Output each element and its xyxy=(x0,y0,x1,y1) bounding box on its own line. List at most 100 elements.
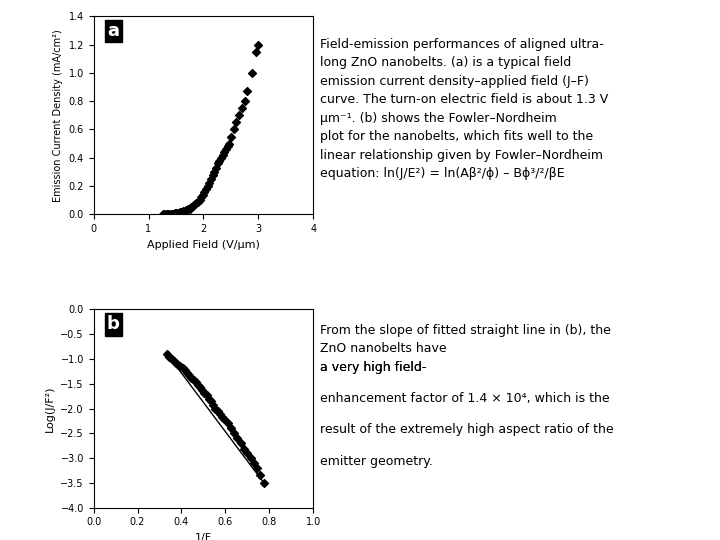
Point xyxy=(242,87,253,96)
Point xyxy=(203,394,215,403)
Point xyxy=(186,374,197,382)
Text: b: b xyxy=(107,315,120,333)
Point xyxy=(161,210,172,219)
Point xyxy=(177,207,189,215)
Point xyxy=(205,397,217,406)
Point xyxy=(172,208,184,217)
Point xyxy=(242,449,253,457)
Point xyxy=(225,424,237,433)
Point xyxy=(170,359,181,367)
Point xyxy=(212,407,223,415)
Point xyxy=(184,204,195,213)
Point xyxy=(212,159,223,168)
Point xyxy=(182,205,194,214)
Point xyxy=(251,48,262,56)
Point xyxy=(255,471,266,480)
Point xyxy=(210,163,222,172)
Point xyxy=(194,383,206,391)
Point xyxy=(181,206,192,214)
Point xyxy=(168,210,179,218)
Text: result of the extremely high aspect ratio of the: result of the extremely high aspect rati… xyxy=(320,423,614,436)
Text: emitter geometry.: emitter geometry. xyxy=(320,455,433,468)
Point xyxy=(223,139,235,148)
Text: a: a xyxy=(107,22,120,40)
Point xyxy=(207,400,219,409)
Point xyxy=(225,132,237,141)
Point xyxy=(238,445,250,454)
Point xyxy=(163,352,175,361)
Point xyxy=(258,478,269,487)
Point xyxy=(194,196,205,205)
Point xyxy=(210,404,221,413)
Point xyxy=(232,434,243,443)
Point xyxy=(166,210,177,219)
Point xyxy=(197,386,208,394)
Point xyxy=(200,185,212,193)
Text: a very high field-: a very high field- xyxy=(320,361,427,374)
Point xyxy=(164,210,176,219)
Point xyxy=(214,410,225,419)
Point xyxy=(233,111,245,119)
Point xyxy=(236,104,248,112)
Point xyxy=(218,148,230,157)
Point xyxy=(228,125,239,134)
Point xyxy=(217,151,228,159)
Point xyxy=(168,357,179,366)
Point xyxy=(191,199,202,207)
Point xyxy=(209,167,220,176)
Point xyxy=(179,206,191,215)
Point xyxy=(163,210,174,219)
Point xyxy=(158,210,169,219)
Point xyxy=(186,203,197,212)
Point xyxy=(235,439,246,448)
Point xyxy=(166,355,177,363)
Y-axis label: Emission Current Density (mA/cm²): Emission Current Density (mA/cm²) xyxy=(53,29,63,201)
Point xyxy=(218,415,230,424)
Y-axis label: Log(J/F²): Log(J/F²) xyxy=(45,385,55,432)
Point xyxy=(239,97,251,105)
Point xyxy=(159,210,171,219)
Point xyxy=(190,378,202,387)
Point xyxy=(214,156,225,165)
Point xyxy=(251,464,263,472)
Text: From the slope of fitted straight line in (b), the
ZnO nanobelts have: From the slope of fitted straight line i… xyxy=(320,324,611,355)
Point xyxy=(245,454,256,462)
Point xyxy=(215,153,227,162)
Point xyxy=(189,200,200,209)
Point xyxy=(197,190,209,199)
Point xyxy=(184,371,195,380)
Point xyxy=(253,40,264,49)
Text: enhancement factor of 1.4 × 10⁴, which is the: enhancement factor of 1.4 × 10⁴, which i… xyxy=(320,392,610,405)
Point xyxy=(205,174,217,183)
Point xyxy=(202,182,214,191)
Point xyxy=(207,171,218,179)
Point xyxy=(179,366,191,374)
Point xyxy=(201,391,212,400)
Point xyxy=(176,207,187,216)
Point xyxy=(199,388,210,397)
Point xyxy=(220,145,232,153)
Point xyxy=(171,208,182,217)
Point xyxy=(174,362,186,371)
Point xyxy=(192,197,204,206)
Point xyxy=(204,179,215,187)
Point xyxy=(174,208,186,217)
X-axis label: Applied Field (V/μm): Applied Field (V/μm) xyxy=(147,240,260,249)
Point xyxy=(169,209,181,218)
Point xyxy=(228,429,240,437)
Point xyxy=(246,69,258,77)
Point xyxy=(177,363,189,372)
Text: Field-emission performances of aligned ultra-
long ZnO nanobelts. (a) is a typic: Field-emission performances of aligned u… xyxy=(320,38,608,180)
Point xyxy=(181,368,193,377)
Point xyxy=(172,361,184,369)
Point xyxy=(248,458,260,467)
Point xyxy=(230,118,242,127)
Point xyxy=(188,375,199,384)
Point xyxy=(222,419,233,428)
Text: a very high field-: a very high field- xyxy=(320,361,427,374)
X-axis label: 1/F: 1/F xyxy=(195,533,212,540)
Point xyxy=(216,413,228,422)
Point xyxy=(161,350,173,359)
Point xyxy=(192,380,204,389)
Point xyxy=(199,187,210,196)
